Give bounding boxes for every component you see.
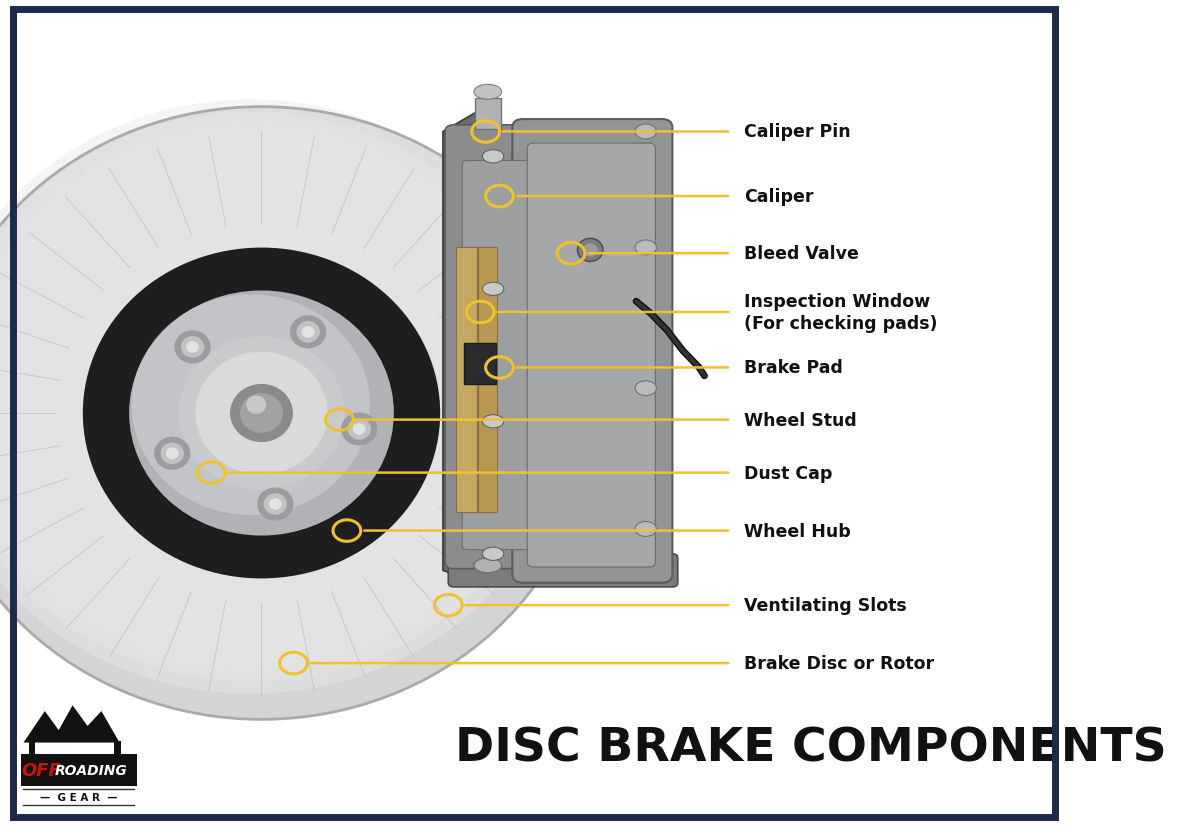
Ellipse shape xyxy=(301,327,314,338)
Ellipse shape xyxy=(196,352,328,475)
Text: Caliper Pin: Caliper Pin xyxy=(744,123,851,141)
Text: ROADING: ROADING xyxy=(54,763,127,777)
Bar xyxy=(114,741,121,758)
Ellipse shape xyxy=(296,322,320,343)
Ellipse shape xyxy=(583,244,598,257)
Ellipse shape xyxy=(635,522,656,537)
Ellipse shape xyxy=(161,443,184,465)
Text: —  G E A R  —: — G E A R — xyxy=(41,792,118,802)
Ellipse shape xyxy=(290,316,326,349)
Ellipse shape xyxy=(240,394,283,433)
Ellipse shape xyxy=(0,112,558,681)
Ellipse shape xyxy=(132,295,370,515)
Text: DISC BRAKE COMPONENTS: DISC BRAKE COMPONENTS xyxy=(455,726,1168,771)
FancyBboxPatch shape xyxy=(445,126,553,569)
Ellipse shape xyxy=(482,151,504,164)
Ellipse shape xyxy=(482,547,504,561)
Text: Bleed Valve: Bleed Valve xyxy=(744,245,859,263)
FancyBboxPatch shape xyxy=(449,554,678,587)
Ellipse shape xyxy=(577,239,604,262)
Ellipse shape xyxy=(474,85,502,100)
Ellipse shape xyxy=(348,418,371,440)
Ellipse shape xyxy=(186,342,199,353)
Ellipse shape xyxy=(246,396,266,414)
Ellipse shape xyxy=(269,499,282,510)
Ellipse shape xyxy=(179,337,344,490)
Ellipse shape xyxy=(130,291,394,536)
Ellipse shape xyxy=(482,283,504,296)
Ellipse shape xyxy=(181,337,204,358)
Text: Wheel Stud: Wheel Stud xyxy=(744,411,857,429)
Ellipse shape xyxy=(0,108,593,719)
Text: Ventilating Slots: Ventilating Slots xyxy=(744,596,907,614)
Ellipse shape xyxy=(635,381,656,396)
Text: Brake Pad: Brake Pad xyxy=(744,359,842,377)
Ellipse shape xyxy=(482,415,504,428)
Ellipse shape xyxy=(230,385,293,442)
Ellipse shape xyxy=(257,488,294,521)
Bar xyxy=(29,741,35,758)
Text: Wheel Hub: Wheel Hub xyxy=(744,522,851,540)
Ellipse shape xyxy=(474,558,502,573)
Ellipse shape xyxy=(0,100,571,694)
Bar xyxy=(478,248,497,513)
FancyBboxPatch shape xyxy=(22,754,137,786)
Ellipse shape xyxy=(154,437,191,471)
Polygon shape xyxy=(443,108,486,587)
Text: OFF: OFF xyxy=(22,761,61,779)
Bar xyxy=(464,343,497,385)
Ellipse shape xyxy=(166,448,179,460)
Bar xyxy=(475,98,500,130)
Text: Dust Cap: Dust Cap xyxy=(744,464,833,482)
Text: Caliper: Caliper xyxy=(744,188,814,206)
Ellipse shape xyxy=(83,248,440,579)
Ellipse shape xyxy=(0,127,542,667)
Ellipse shape xyxy=(353,423,366,435)
FancyBboxPatch shape xyxy=(462,161,536,550)
Ellipse shape xyxy=(264,494,287,515)
Ellipse shape xyxy=(635,241,656,256)
FancyBboxPatch shape xyxy=(527,144,655,567)
Ellipse shape xyxy=(341,413,377,446)
FancyBboxPatch shape xyxy=(512,120,672,583)
Ellipse shape xyxy=(174,331,211,364)
Polygon shape xyxy=(24,705,120,743)
Bar xyxy=(456,248,478,513)
Text: Inspection Window
(For checking pads): Inspection Window (For checking pads) xyxy=(744,293,937,332)
Text: Brake Disc or Rotor: Brake Disc or Rotor xyxy=(744,654,934,672)
Ellipse shape xyxy=(635,125,656,140)
